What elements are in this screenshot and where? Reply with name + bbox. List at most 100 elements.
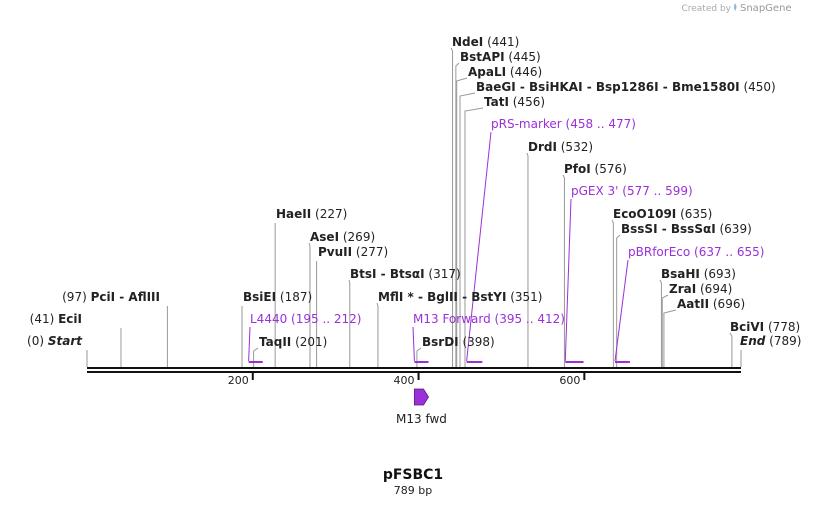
enzyme-position-bsahi: (693) xyxy=(700,267,736,281)
primer-name-pbrforeco: pBRforEco xyxy=(628,245,694,259)
enzyme-name-ecii-0: EciI xyxy=(58,312,82,326)
primer-range-l4440: (195 .. 212) xyxy=(291,312,361,326)
enzyme-name-baegi-2: - Bsp1286I xyxy=(583,80,659,94)
primer-line-prs-marker xyxy=(466,131,492,362)
enzyme-name-bsssi-1: - BssSαI xyxy=(658,222,716,236)
connector-lines xyxy=(86,47,742,367)
enzyme-position-bstapi: (445) xyxy=(505,50,541,64)
enzyme-label-ndei: NdeI (441) xyxy=(452,35,519,49)
site-line-ndei xyxy=(450,47,454,367)
enzyme-position-taqii: (201) xyxy=(291,335,327,349)
enzyme-position-haeii: (227) xyxy=(311,207,347,221)
enzyme-name-zrai-0: ZraI xyxy=(669,282,696,296)
site-line-apali xyxy=(456,77,468,367)
enzyme-position-pvuii: (277) xyxy=(352,245,388,259)
enzyme-name-haeii-0: HaeII xyxy=(276,207,311,221)
enzyme-position-drdi: (532) xyxy=(557,140,593,154)
primer-bar-pgex-3 xyxy=(565,361,584,363)
enzyme-position-ecoo109i: (635) xyxy=(676,207,712,221)
primer-bar-pbrforeco xyxy=(615,361,630,363)
credit-text: Created by xyxy=(681,4,731,14)
primer-label-pgex-3: pGEX 3' (577 .. 599) xyxy=(571,184,693,198)
enzyme-name-taqii-0: TaqII xyxy=(259,335,291,349)
enzyme-label-zrai: ZraI (694) xyxy=(669,282,732,296)
enzyme-name-baegi-1: - BsiHKAI xyxy=(516,80,583,94)
enzyme-position-start: (0) xyxy=(27,334,48,348)
site-line-btsi xyxy=(348,279,351,367)
snapgene-logo-icon xyxy=(734,3,737,11)
enzyme-position-tati: (456) xyxy=(509,95,545,109)
primer-bar-m13-forward xyxy=(414,361,429,363)
site-line-bstapi xyxy=(455,62,460,367)
plasmid-title: pFSBC1 xyxy=(383,467,443,483)
enzyme-position-ecii: (41) xyxy=(30,312,58,326)
enzyme-name-aatii-0: AatII xyxy=(677,297,709,311)
primer-range-pbrforeco: (637 .. 655) xyxy=(694,245,764,259)
enzyme-label-apali: ApaLI (446) xyxy=(468,65,542,79)
enzyme-name-tati-0: TatI xyxy=(484,95,509,109)
enzyme-label-asei: AseI (269) xyxy=(310,230,375,244)
enzyme-label-aatii: AatII (696) xyxy=(677,297,745,311)
enzyme-label-start: (0) Start xyxy=(27,334,83,348)
ruler-tick-600 xyxy=(583,373,586,380)
enzyme-name-asei-0: AseI xyxy=(310,230,339,244)
enzyme-position-apali: (446) xyxy=(506,65,542,79)
enzyme-name-end-0: End xyxy=(740,334,766,348)
primer-range-pgex-3: (577 .. 599) xyxy=(622,184,692,198)
site-line-taqii xyxy=(253,347,259,367)
enzyme-label-baegi: BaeGI - BsiHKAI - Bsp1286I - Bme1580I (4… xyxy=(476,80,776,94)
site-line-bsrdi xyxy=(416,347,422,367)
enzyme-name-pcii-0: PciI xyxy=(91,290,116,304)
primer-name-prs-marker: pRS-marker xyxy=(491,117,566,131)
enzyme-name-baegi-3: - Bme1580I xyxy=(659,80,740,94)
enzyme-position-pfoi: (576) xyxy=(591,162,627,176)
snapgene-credit: Created by SnapGene xyxy=(681,3,792,14)
enzyme-label-end: End (789) xyxy=(740,334,801,348)
enzyme-position-mfli: (351) xyxy=(506,290,542,304)
primer-label-m13-forward: M13 Forward (395 .. 412) xyxy=(413,312,565,326)
site-line-mfli xyxy=(376,302,379,367)
enzyme-name-btsi-0: BtsI xyxy=(350,267,377,281)
enzyme-label-pcii: (97) PciI - AflIII xyxy=(62,290,160,304)
enzyme-label-bsrdi: BsrDI (398) xyxy=(422,335,495,349)
ruler-tick-label-600: 600 xyxy=(559,374,580,387)
enzyme-name-bsiei-0: BsiEI xyxy=(243,290,276,304)
site-line-bsssi xyxy=(616,234,621,367)
enzyme-name-mfli-2: - BstYI xyxy=(458,290,507,304)
ruler-ticks: 200 400 600 xyxy=(228,373,586,387)
enzyme-label-btsi: BtsI - BtsαI (317) xyxy=(350,267,461,281)
ruler-tick-200 xyxy=(251,373,254,380)
primer-range-m13-forward: (395 .. 412) xyxy=(495,312,565,326)
enzyme-position-asei: (269) xyxy=(339,230,375,244)
site-labels: (0) Start (41) EciI (97) PciI - AflIII BsiE… xyxy=(27,35,801,349)
enzyme-name-baegi-0: BaeGI xyxy=(476,80,516,94)
primer-name-pgex-3: pGEX 3' xyxy=(571,184,622,198)
enzyme-label-pfoi: PfoI (576) xyxy=(564,162,627,176)
enzyme-name-bcivi-0: BciVI xyxy=(730,320,764,334)
ruler-tick-400 xyxy=(417,373,420,380)
primer-bars xyxy=(248,361,630,363)
enzyme-position-end: (789) xyxy=(765,334,801,348)
enzyme-name-bsrdi-0: BsrDI xyxy=(422,335,459,349)
primer-line-pgex-3 xyxy=(564,198,572,362)
site-line-bcivi xyxy=(729,332,733,367)
primer-label-prs-marker: pRS-marker (458 .. 477) xyxy=(491,117,636,131)
primer-label-l4440: L4440 (195 .. 212) xyxy=(250,312,361,326)
feature-arrow-m13-fwd xyxy=(414,388,429,406)
enzyme-position-bsrdi: (398) xyxy=(459,335,495,349)
enzyme-label-bsssi: BssSI - BssSαI (639) xyxy=(621,222,752,236)
site-line-zrai xyxy=(661,294,669,367)
enzyme-name-btsi-1: - BtsαI xyxy=(377,267,425,281)
enzyme-name-start-0: Start xyxy=(48,334,83,348)
enzyme-label-ecoo109i: EcoO109I (635) xyxy=(613,207,712,221)
credit-brand: SnapGene xyxy=(740,3,792,14)
enzyme-name-mfli-0: MflI * xyxy=(378,290,414,304)
ruler-tick-label-400: 400 xyxy=(394,374,415,387)
enzyme-position-ndei: (441) xyxy=(483,35,519,49)
primer-bar-prs-marker xyxy=(466,361,483,363)
enzyme-position-baegi: (450) xyxy=(740,80,776,94)
enzyme-name-mfli-1: - BglII xyxy=(414,290,458,304)
primer-bar-l4440 xyxy=(248,361,263,363)
enzyme-label-bsahi: BsaHI (693) xyxy=(661,267,736,281)
